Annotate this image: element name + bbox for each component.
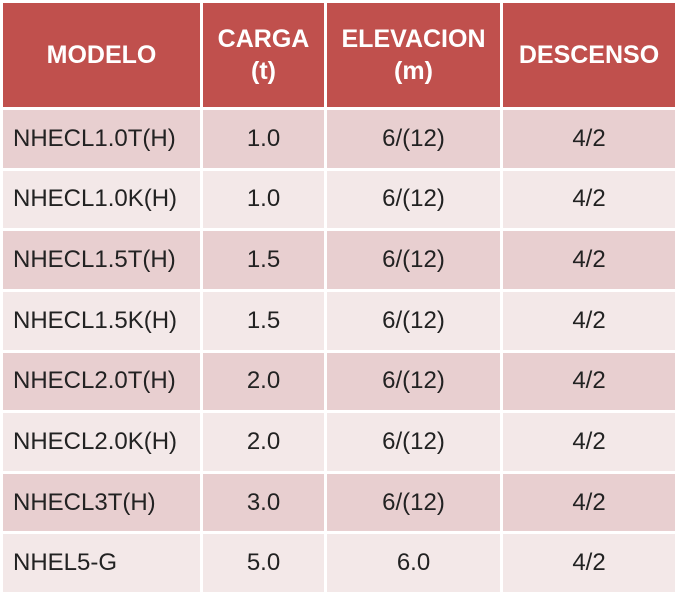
header-label: ELEVACION (341, 25, 486, 53)
cell-modelo: NHECL1.0T(H) (3, 110, 200, 168)
cell-elevacion: 6/(12) (327, 231, 500, 289)
cell-modelo: NHECL3T(H) (3, 473, 200, 532)
cell-descenso: 4/2 (503, 110, 675, 168)
header-carga: CARGA (t) (203, 3, 324, 107)
header-descenso: DESCENSO (503, 3, 675, 107)
cell-carga: 1.0 (203, 170, 324, 229)
header-elevacion: ELEVACION (m) (327, 3, 500, 107)
table-header-row: MODELO CARGA (t) ELEVACION (m) DESCENSO (3, 3, 675, 107)
cell-descenso: 4/2 (503, 413, 675, 471)
cell-descenso: 4/2 (503, 352, 675, 411)
cell-modelo: NHECL1.0K(H) (3, 170, 200, 229)
cell-descenso: 4/2 (503, 231, 675, 289)
header-unit: (m) (394, 57, 433, 85)
header-modelo: MODELO (3, 3, 200, 107)
cell-elevacion: 6/(12) (327, 291, 500, 350)
cell-elevacion: 6/(12) (327, 473, 500, 532)
cell-carga: 1.5 (203, 291, 324, 350)
header-label: CARGA (217, 25, 310, 53)
table-row: NHECL1.0K(H) 1.0 6/(12) 4/2 (3, 170, 675, 229)
table-row: NHECL1.5T(H) 1.5 6/(12) 4/2 (3, 231, 675, 289)
cell-modelo: NHECL1.5K(H) (3, 291, 200, 350)
cell-elevacion: 6.0 (327, 534, 500, 592)
cell-elevacion: 6/(12) (327, 170, 500, 229)
cell-elevacion: 6/(12) (327, 110, 500, 168)
cell-modelo: NHEL5-G (3, 534, 200, 592)
cell-elevacion: 6/(12) (327, 352, 500, 411)
cell-modelo: NHECL2.0T(H) (3, 352, 200, 411)
cell-carga: 2.0 (203, 413, 324, 471)
cell-modelo: NHECL1.5T(H) (3, 231, 200, 289)
cell-carga: 3.0 (203, 473, 324, 532)
cell-elevacion: 6/(12) (327, 413, 500, 471)
cell-carga: 5.0 (203, 534, 324, 592)
cell-carga: 1.0 (203, 110, 324, 168)
table-row: NHECL2.0T(H) 2.0 6/(12) 4/2 (3, 352, 675, 411)
cell-descenso: 4/2 (503, 291, 675, 350)
table-row: NHECL2.0K(H) 2.0 6/(12) 4/2 (3, 413, 675, 471)
cell-descenso: 4/2 (503, 534, 675, 592)
header-label: MODELO (46, 41, 157, 69)
table-row: NHECL1.5K(H) 1.5 6/(12) 4/2 (3, 291, 675, 350)
table-row: NHECL3T(H) 3.0 6/(12) 4/2 (3, 473, 675, 532)
cell-carga: 2.0 (203, 352, 324, 411)
cell-descenso: 4/2 (503, 170, 675, 229)
header-label: DESCENSO (518, 41, 660, 69)
table-row: NHECL1.0T(H) 1.0 6/(12) 4/2 (3, 110, 675, 168)
cell-descenso: 4/2 (503, 473, 675, 532)
table-row: NHEL5-G 5.0 6.0 4/2 (3, 534, 675, 592)
cell-carga: 1.5 (203, 231, 324, 289)
header-unit: (t) (251, 57, 276, 85)
cell-modelo: NHECL2.0K(H) (3, 413, 200, 471)
